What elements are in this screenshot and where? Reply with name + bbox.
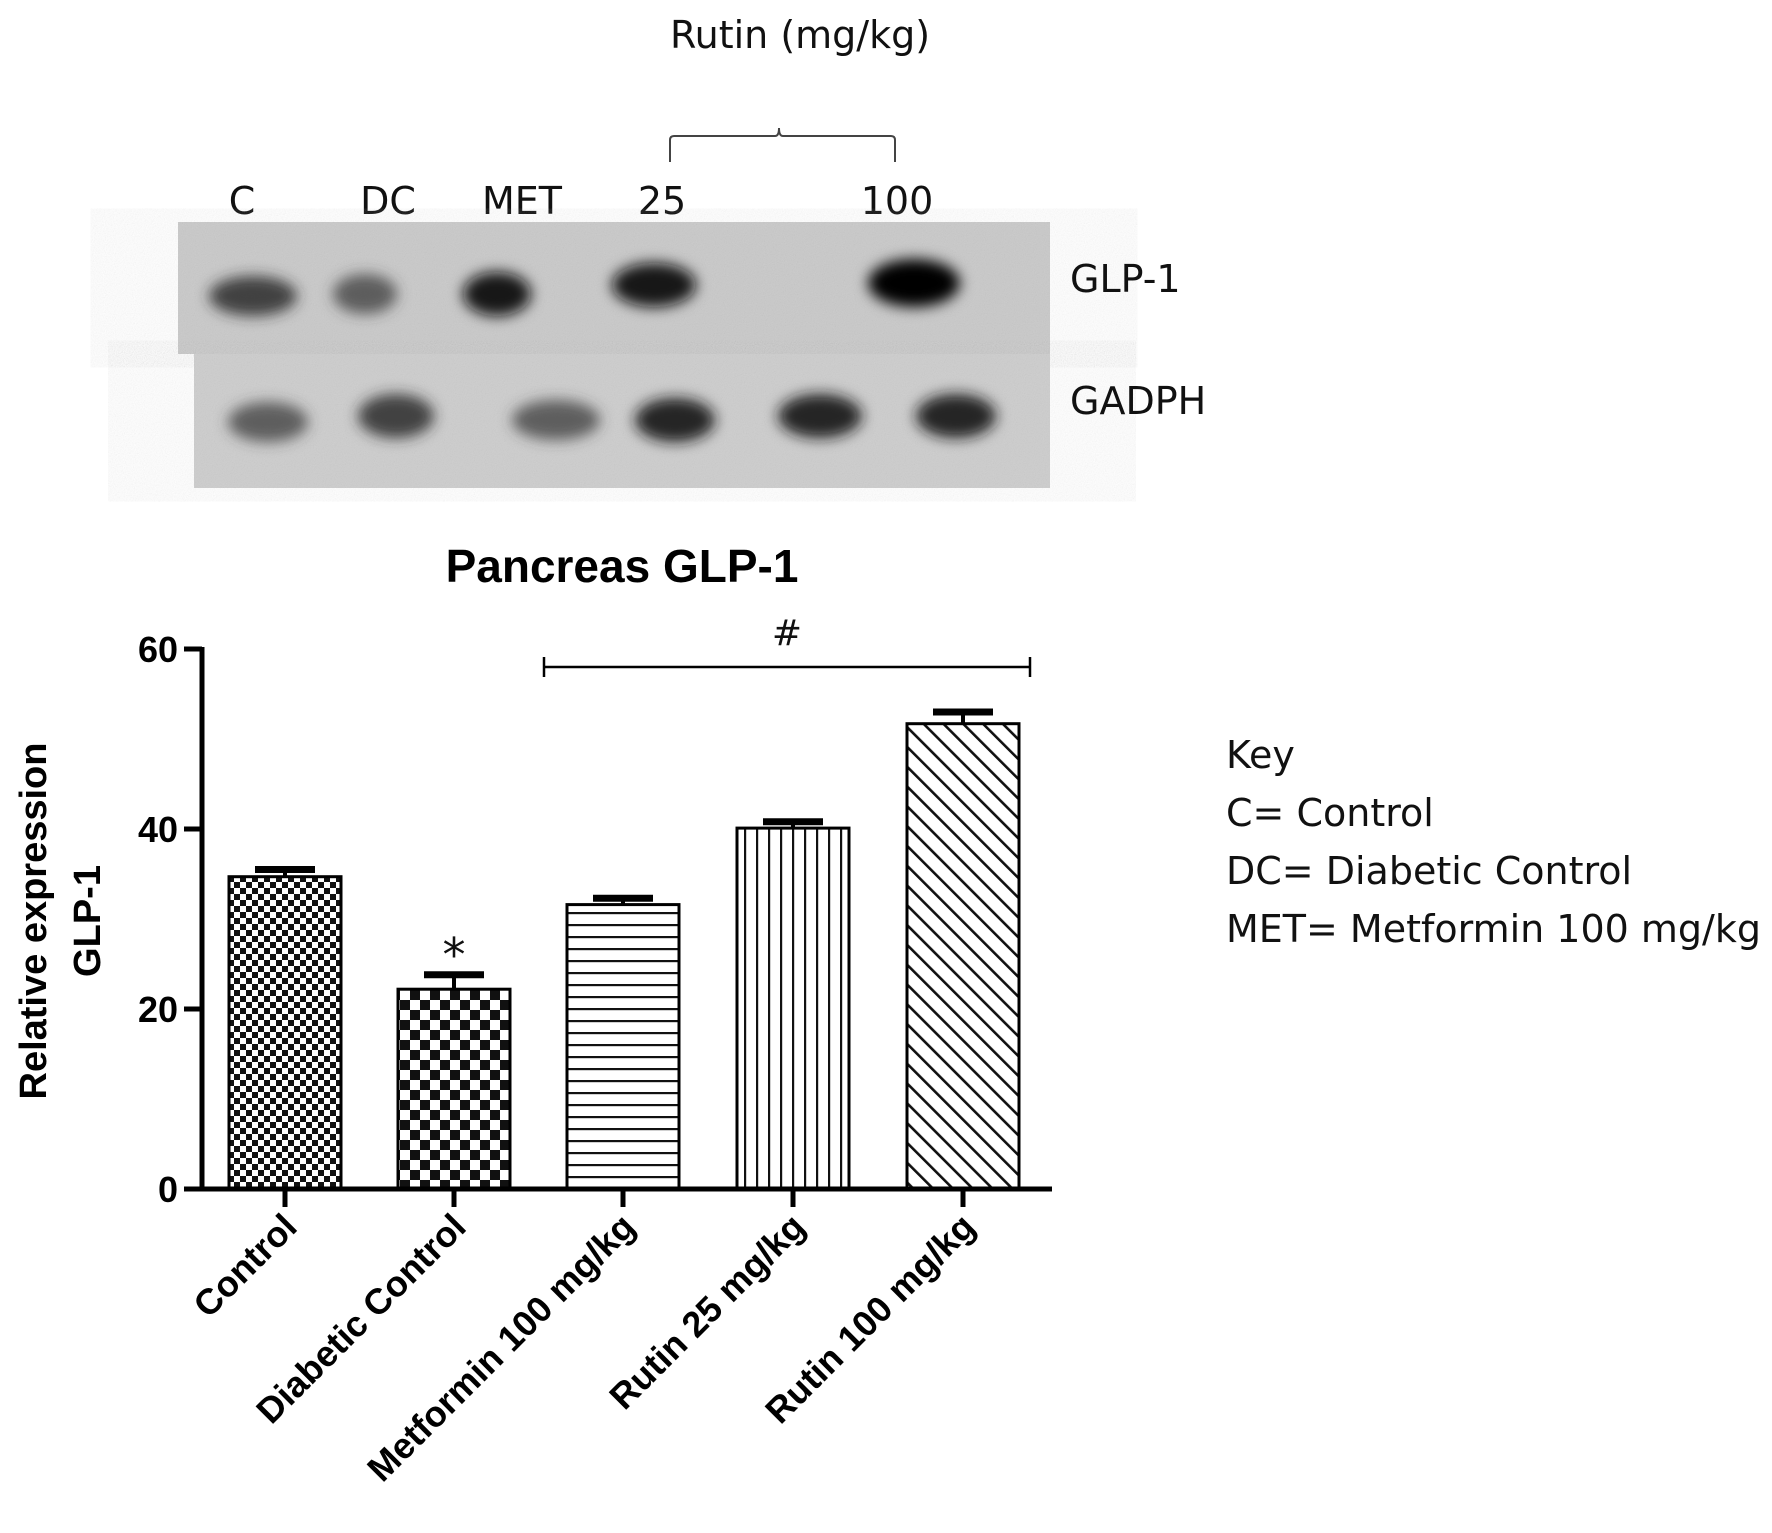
y-tick-label-60: 60 [138,629,178,670]
significance-star: * [443,928,466,982]
rutin-bracket [669,127,896,162]
lane-label-dc: DC [360,179,416,223]
y-axis-label-line1: Relative expression [13,743,55,1100]
y-axis-label-line2: GLP-1 [67,865,109,977]
gadph-band-3 [512,400,600,440]
row-label-gadph: GADPH [1070,379,1206,423]
bar-5 [905,722,1021,1191]
x-tick-label-1: Control [185,1206,304,1325]
glp1-band-25 [612,263,696,307]
bar-4 [735,826,851,1191]
bar-chart: Pancreas GLP-1 Relative expression GLP-1… [13,540,1052,1489]
western-blot: Rutin (mg/kg) C DC MET 25 100 [178,13,1206,488]
rutin-bracket-label: Rutin (mg/kg) [670,13,930,57]
lane-label-c: C [229,179,256,223]
y-tick-label-0: 0 [158,1169,178,1210]
key-heading: Key [1226,733,1295,777]
glp1-membrane [178,222,1050,354]
gadph-band-4 [635,398,715,442]
y-tick-label-40: 40 [138,809,178,850]
lane-label-met: MET [482,179,563,223]
glp1-band-dc [333,274,397,314]
glp1-band-met [463,272,531,316]
bar-1 [227,875,343,1191]
row-label-glp1: GLP-1 [1070,257,1181,301]
gadph-membrane [194,354,1050,488]
key-entry-dc: DC= Diabetic Control [1226,849,1633,893]
glp1-band-100 [868,259,960,307]
lane-label-25: 25 [638,179,686,223]
y-tick-label-20: 20 [138,989,178,1030]
key-entry-c: C= Control [1226,791,1434,835]
chart-title: Pancreas GLP-1 [446,540,799,592]
key-entry-met: MET= Metformin 100 mg/kg [1226,907,1761,951]
lane-label-100: 100 [861,179,934,223]
bar-2 [396,987,512,1191]
bar-3 [565,903,681,1191]
significance-hash: # [772,613,802,654]
glp1-band-c [209,276,297,316]
gadph-band-1 [228,402,308,442]
gadph-band-5 [778,394,862,438]
key-legend: Key C= Control DC= Diabetic Control MET=… [1226,726,1761,958]
gadph-band-2 [358,394,434,438]
gadph-band-6 [916,394,996,438]
